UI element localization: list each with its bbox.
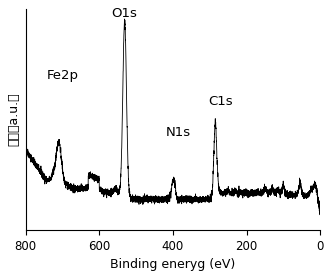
Y-axis label: 强度（a.u.）: 强度（a.u.） [7, 93, 20, 146]
Text: C1s: C1s [209, 95, 233, 108]
Text: N1s: N1s [166, 126, 191, 139]
Text: O1s: O1s [112, 7, 138, 20]
Text: Fe2p: Fe2p [46, 69, 78, 82]
X-axis label: Binding eneryg (eV): Binding eneryg (eV) [110, 258, 236, 271]
